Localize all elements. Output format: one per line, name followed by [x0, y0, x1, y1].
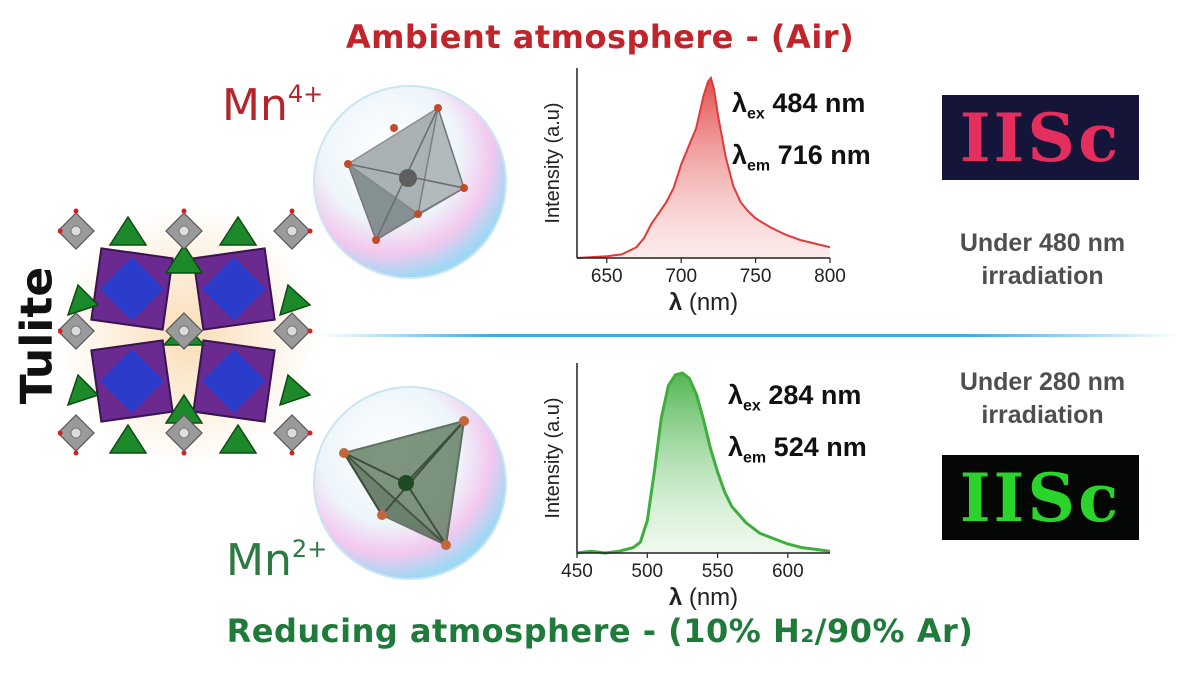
ex-symbol: λ [728, 380, 744, 410]
x-axis-label: λ (nm) [669, 584, 738, 611]
em-sub: em [743, 449, 767, 467]
oxygen-atoms [58, 208, 313, 456]
x-tick-label: 800 [814, 266, 845, 287]
x-tick-label: 450 [561, 561, 593, 582]
top-irradiation-note: Under 480 nm irradiation [930, 227, 1155, 293]
x-tick-label: 750 [740, 266, 772, 287]
green-emission-spectrum-chart: 450 500 550 600 Intensity (a.u) λ (nm) [542, 363, 831, 611]
ambient-atmosphere-title: Ambient atmosphere - (Air) [345, 18, 855, 56]
section-divider [320, 334, 1180, 337]
bottom-excitation-wavelength: λex 284 nm [728, 380, 861, 415]
top-emission-wavelength: λem 716 nm [732, 140, 871, 175]
bottom-irradiation-line1: Under 280 nm [959, 368, 1126, 396]
spectrum-line [576, 75, 831, 259]
x-axis-unit: (nm) [682, 289, 738, 316]
mn2-label: Mn2+ [226, 535, 327, 586]
ex-value: 284 nm [768, 380, 862, 410]
bottom-irradiation-note: Under 280 nm irradiation [930, 366, 1155, 432]
x-tick-label: 650 [591, 266, 623, 287]
spectrum-line [576, 371, 831, 555]
spectrum-area [577, 373, 830, 553]
bottom-emission-wavelength: λem 524 nm [728, 432, 867, 467]
mn2-tetrahedron-bubble [313, 386, 507, 580]
mn4-octahedron-bubble [313, 85, 507, 279]
x-axis-symbol: λ [669, 289, 682, 316]
ex-symbol: λ [732, 88, 748, 118]
mn2-base: Mn [226, 535, 292, 586]
reducing-atmosphere-title: Reducing atmosphere - (10% H₂/90% Ar) [226, 612, 974, 650]
x-tick-label: 550 [702, 561, 734, 582]
crystal-structure-illustration [58, 205, 318, 465]
tulite-label: Tulite [11, 266, 63, 405]
em-sub: em [747, 157, 771, 175]
iisc-red-luminescence-photo: IISc [942, 95, 1139, 180]
mn-center-atom [398, 475, 414, 491]
x-tick-label: 700 [665, 266, 697, 287]
x-axis-unit: (nm) [682, 584, 738, 611]
x-axis-label: λ (nm) [669, 289, 738, 316]
octahedron-vertices [344, 104, 468, 244]
iisc-green-luminescence-photo: IISc [942, 455, 1139, 540]
bottom-irradiation-line2: irradiation [981, 401, 1104, 429]
y-axis-label: Intensity (a.u) [542, 102, 564, 223]
em-value: 524 nm [773, 432, 867, 462]
spectrum-area [577, 78, 830, 258]
top-irradiation-line1: Under 480 nm [959, 229, 1126, 257]
x-axis-symbol: λ [669, 584, 682, 611]
ex-sub: ex [743, 397, 761, 415]
mn4-base: Mn [222, 80, 288, 131]
green-tetrahedra [66, 215, 312, 454]
y-axis-label: Intensity (a.u) [542, 397, 564, 518]
ex-value: 484 nm [772, 88, 866, 118]
red-emission-spectrum-chart: 650 700 750 800 Intensity (a.u) λ (nm) [542, 68, 845, 316]
top-excitation-wavelength: λex 484 nm [732, 88, 865, 123]
em-symbol: λ [732, 140, 748, 170]
mn-center-atom [399, 169, 417, 187]
mn4-label: Mn4+ [222, 80, 323, 131]
tetrahedron-vertices [339, 416, 469, 550]
gray-octahedra [58, 212, 311, 452]
mn2-charge: 2+ [291, 535, 328, 563]
mn-octahedra [90, 247, 276, 423]
x-tick-label: 500 [631, 561, 663, 582]
mn4-charge: 4+ [287, 80, 324, 108]
ex-sub: ex [747, 105, 765, 123]
em-symbol: λ [728, 432, 744, 462]
x-tick-label: 600 [772, 561, 804, 582]
top-irradiation-line2: irradiation [981, 262, 1104, 290]
em-value: 716 nm [777, 140, 871, 170]
